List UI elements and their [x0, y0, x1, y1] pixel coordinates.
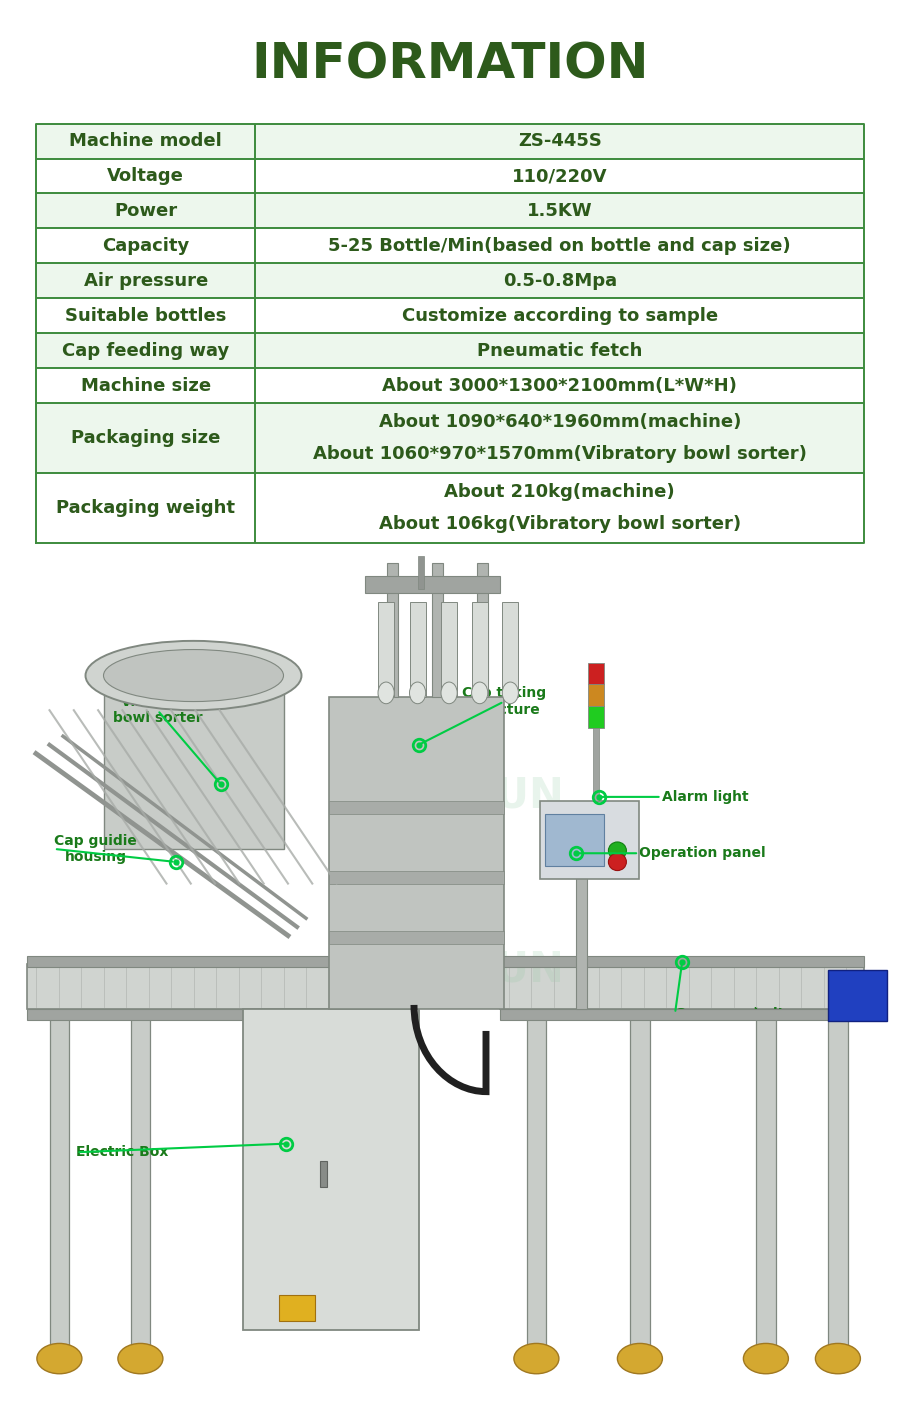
Bar: [588, 662, 604, 685]
Bar: [545, 814, 604, 867]
Bar: [588, 706, 604, 728]
Circle shape: [608, 843, 626, 860]
Bar: [526, 1009, 546, 1356]
Bar: [410, 603, 426, 698]
Bar: [36, 404, 864, 473]
Bar: [36, 124, 864, 159]
Bar: [378, 603, 394, 698]
Bar: [328, 871, 504, 884]
Text: Pneumatic fetch: Pneumatic fetch: [477, 341, 643, 360]
Text: Operation panel: Operation panel: [639, 847, 766, 860]
Bar: [502, 603, 518, 698]
Bar: [50, 1009, 69, 1356]
Bar: [130, 1009, 150, 1356]
Ellipse shape: [104, 649, 284, 702]
Bar: [500, 956, 864, 966]
Bar: [104, 675, 284, 848]
Text: About 1090*640*1960mm(machine): About 1090*640*1960mm(machine): [379, 414, 741, 431]
Bar: [36, 298, 864, 334]
Text: Power: Power: [114, 202, 177, 220]
Text: Cap feeding way: Cap feeding way: [62, 341, 230, 360]
Ellipse shape: [118, 1343, 163, 1374]
Bar: [432, 563, 443, 698]
Ellipse shape: [472, 682, 488, 703]
Text: INFORMATION: INFORMATION: [251, 41, 649, 88]
Bar: [328, 698, 504, 1009]
Bar: [828, 1009, 848, 1356]
Text: Machine size: Machine size: [81, 377, 211, 395]
Text: Conveyor belt: Conveyor belt: [675, 1006, 784, 1020]
Text: About 1060*970*1570mm(Vibratory bowl sorter): About 1060*970*1570mm(Vibratory bowl sor…: [313, 445, 806, 463]
Circle shape: [608, 853, 626, 871]
Text: Electric Box: Electric Box: [76, 1145, 169, 1160]
Text: Customize according to sample: Customize according to sample: [401, 307, 718, 325]
Text: Capacity: Capacity: [102, 237, 189, 254]
Text: Alarm light: Alarm light: [662, 790, 748, 804]
Text: 0.5-0.8Mpa: 0.5-0.8Mpa: [502, 271, 616, 290]
Text: Packaging weight: Packaging weight: [56, 499, 235, 517]
Ellipse shape: [617, 1343, 662, 1374]
Bar: [36, 368, 864, 404]
Bar: [27, 1009, 346, 1020]
Text: Machine model: Machine model: [69, 132, 222, 151]
Ellipse shape: [37, 1343, 82, 1374]
Ellipse shape: [514, 1343, 559, 1374]
Ellipse shape: [502, 682, 518, 703]
Bar: [630, 1009, 650, 1356]
Bar: [279, 1296, 315, 1322]
Bar: [27, 956, 346, 966]
Ellipse shape: [410, 682, 426, 703]
Bar: [540, 801, 639, 880]
Text: Vibratory
bowl sorter: Vibratory bowl sorter: [112, 695, 202, 725]
Text: 110/220V: 110/220V: [512, 168, 608, 185]
Bar: [36, 334, 864, 368]
Text: About 3000*1300*2100mm(L*W*H): About 3000*1300*2100mm(L*W*H): [382, 377, 737, 395]
Bar: [387, 563, 398, 698]
Text: ZS-445S: ZS-445S: [518, 132, 601, 151]
Bar: [328, 931, 504, 945]
Ellipse shape: [86, 641, 302, 710]
Text: Cap taking
structure: Cap taking structure: [462, 686, 546, 716]
Bar: [36, 193, 864, 229]
Ellipse shape: [378, 682, 394, 703]
Bar: [576, 875, 587, 1009]
Bar: [500, 965, 864, 1009]
Bar: [588, 685, 604, 706]
Ellipse shape: [815, 1343, 860, 1374]
Text: ZONESUN: ZONESUN: [336, 776, 564, 818]
Text: 5-25 Bottle/Min(based on bottle and cap size): 5-25 Bottle/Min(based on bottle and cap …: [328, 237, 791, 254]
Bar: [500, 1009, 864, 1020]
Bar: [36, 263, 864, 298]
Text: Cap guidie
housing: Cap guidie housing: [54, 834, 137, 864]
Bar: [472, 603, 488, 698]
Text: 1.5KW: 1.5KW: [526, 202, 592, 220]
Text: About 106kg(Vibratory bowl sorter): About 106kg(Vibratory bowl sorter): [379, 514, 741, 533]
Ellipse shape: [743, 1343, 788, 1374]
Bar: [36, 473, 864, 543]
Text: Voltage: Voltage: [107, 168, 184, 185]
Text: Suitable bottles: Suitable bottles: [65, 307, 227, 325]
Bar: [36, 159, 864, 193]
Bar: [441, 603, 457, 698]
Text: ZONESUN: ZONESUN: [336, 949, 564, 992]
Bar: [243, 1009, 418, 1330]
Text: Air pressure: Air pressure: [84, 271, 208, 290]
Bar: [27, 965, 346, 1009]
Bar: [477, 563, 488, 698]
Text: Packaging size: Packaging size: [71, 429, 220, 448]
Text: About 210kg(machine): About 210kg(machine): [445, 483, 675, 500]
Bar: [36, 229, 864, 263]
Bar: [320, 1161, 327, 1187]
Bar: [328, 801, 504, 814]
Bar: [756, 1009, 776, 1356]
Bar: [593, 725, 598, 801]
Ellipse shape: [441, 682, 457, 703]
Bar: [828, 971, 886, 1020]
Bar: [418, 556, 424, 588]
Bar: [364, 576, 500, 593]
